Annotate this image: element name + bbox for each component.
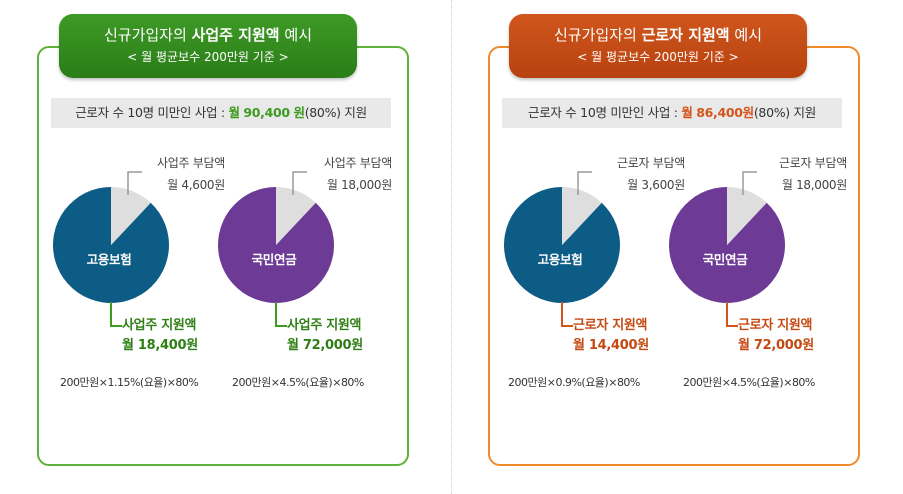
worker-employment-pie-burden [562, 187, 602, 245]
worker-pension-pie-burden [727, 187, 767, 245]
burden-label: 근로자 부담액 [779, 156, 847, 170]
employer-info-bar: 근로자 수 10명 미만인 사업 : 월 90,400 원(80%) 지원 [51, 98, 391, 128]
burden-label: 사업주 부담액 [157, 156, 225, 170]
employer-employment-pie-label: 고용보험 [86, 252, 132, 267]
info-suffix: (80%) 지원 [753, 105, 816, 120]
support-leader-line [110, 302, 122, 327]
burden-leader-line [742, 171, 757, 195]
employer-panel-title: 신규가입자의 사업주 지원액 예시 < 월 평균보수 200만원 기준 > [59, 14, 357, 78]
employer-pension-support: 사업주 지원액 월 72,000원 [287, 316, 363, 356]
title-suffix: 예시 [734, 26, 762, 44]
employer-title-line: 신규가입자의 사업주 지원액 예시 [59, 25, 357, 45]
info-prefix: 근로자 수 10명 미만인 사업 : [528, 105, 678, 120]
support-leader-line [275, 302, 287, 327]
info-amount: 90,400 [243, 105, 290, 120]
title-bold: 사업주 지원액 [191, 26, 280, 44]
support-leader-line [726, 302, 738, 327]
title-suffix: 예시 [284, 26, 312, 44]
title-bold: 근로자 지원액 [641, 26, 730, 44]
title-prefix: 신규가입자의 [103, 26, 187, 44]
info-amount: 86,400원 [696, 105, 754, 120]
burden-leader-line [292, 171, 307, 195]
support-leader-line [561, 302, 573, 327]
worker-pension-burden: 근로자 부담액 월 18,000원 [737, 152, 847, 196]
worker-subtitle: < 월 평균보수 200만원 기준 > [577, 50, 739, 64]
worker-info-bar: 근로자 수 10명 미만인 사업 : 월 86,400원(80%) 지원 [502, 98, 842, 128]
title-prefix: 신규가입자의 [553, 26, 637, 44]
worker-panel-title: 신규가입자의 근로자 지원액 예시 < 월 평균보수 200만원 기준 > [509, 14, 807, 78]
employer-pension-formula: 200만원×4.5%(요율)×80% [232, 376, 364, 389]
support-label: 사업주 지원액 [122, 318, 197, 333]
info-suffix: (80%) 지원 [304, 105, 367, 120]
worker-employment-pie-label: 고용보험 [537, 252, 583, 267]
worker-title-line: 신규가입자의 근로자 지원액 예시 [509, 25, 807, 45]
employer-pension-pie-label: 국민연금 [251, 252, 297, 267]
employer-pension-burden: 사업주 부담액 월 18,000원 [282, 152, 392, 196]
burden-leader-line [577, 171, 592, 195]
burden-value: 월 18,000원 [781, 178, 847, 192]
info-month: 월 [681, 105, 693, 120]
employer-subtitle: < 월 평균보수 200만원 기준 > [127, 50, 289, 64]
employer-employment-formula: 200만원×1.15%(요율)×80% [60, 376, 199, 389]
panel-divider [451, 0, 452, 494]
worker-employment-burden: 근로자 부담액 월 3,600원 [575, 152, 685, 196]
employer-employment-pie-burden [111, 187, 151, 245]
info-month: 월 [228, 105, 240, 120]
burden-label: 사업주 부담액 [324, 156, 392, 170]
burden-value: 월 4,600원 [167, 178, 225, 192]
employer-employment-burden: 사업주 부담액 월 4,600원 [115, 152, 225, 196]
support-label: 근로자 지원액 [573, 318, 648, 333]
burden-label: 근로자 부담액 [617, 156, 685, 170]
support-label: 사업주 지원액 [287, 318, 362, 333]
worker-pension-pie-label: 국민연금 [702, 252, 748, 267]
worker-pension-support: 근로자 지원액 월 72,000원 [738, 316, 814, 356]
support-value: 월 72,000원 [738, 338, 814, 353]
support-label: 근로자 지원액 [738, 318, 813, 333]
worker-employment-support: 근로자 지원액 월 14,400원 [573, 316, 649, 356]
burden-value: 월 3,600원 [627, 178, 685, 192]
employer-pension-pie-support [217, 187, 334, 303]
burden-leader-line [127, 171, 142, 195]
worker-pension-pie-support [668, 187, 785, 304]
employer-employment-pie-support [52, 187, 169, 304]
worker-pension-formula: 200만원×4.5%(요율)×80% [683, 376, 815, 389]
info-prefix: 근로자 수 10명 미만인 사업 : [75, 105, 225, 120]
support-value: 월 72,000원 [287, 338, 363, 353]
burden-value: 월 18,000원 [326, 178, 392, 192]
support-value: 월 18,400원 [122, 338, 198, 353]
employer-employment-support: 사업주 지원액 월 18,400원 [122, 316, 198, 356]
support-value: 월 14,400원 [573, 338, 649, 353]
employer-pension-pie-burden [276, 187, 316, 245]
worker-employment-formula: 200만원×0.9%(요율)×80% [508, 376, 640, 389]
info-unit: 원 [293, 105, 305, 120]
worker-employment-pie-support [503, 187, 620, 304]
